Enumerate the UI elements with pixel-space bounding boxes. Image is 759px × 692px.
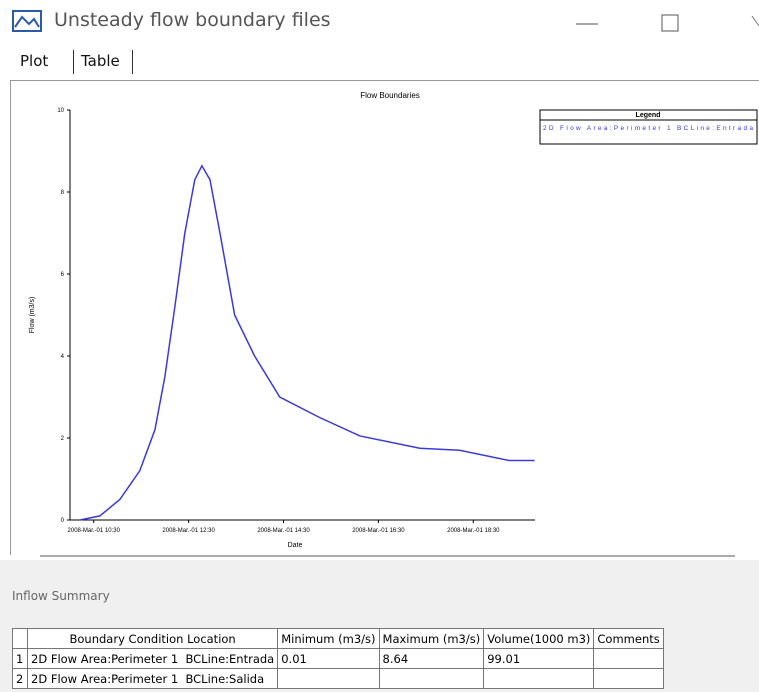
table-cell xyxy=(483,668,595,689)
y-tick-label: 4 xyxy=(61,354,65,360)
table-cell: 2D Flow Area:Perimeter 1 BCLine:Salida xyxy=(26,668,279,689)
chart: Flow Boundaries Flow (m3/s) Date 0 2 4 6 8 10 200… xyxy=(29,91,758,557)
header-blank xyxy=(12,628,28,649)
flow-line xyxy=(79,164,535,521)
y-tick-label: 8 xyxy=(61,190,65,196)
table-cell: 0.01 xyxy=(277,648,380,669)
legend-title: Legend xyxy=(636,112,661,119)
tab-plot[interactable]: Plot xyxy=(20,52,49,70)
legend-box xyxy=(539,109,758,145)
y-tick-label: 2 xyxy=(61,436,65,442)
table-cell: 8.64 xyxy=(378,648,485,669)
column-header: Comments xyxy=(593,628,664,649)
chart-title: Flow Boundaries xyxy=(360,91,420,100)
x-tick-label: 2008-Mar.-01 10:30 xyxy=(68,528,121,534)
summary-table: Boundary Condition Location Minimum (m3/s… xyxy=(12,628,664,689)
x-axis-label: Date xyxy=(288,542,303,549)
window-title: Unsteady flow boundary files xyxy=(54,9,331,31)
y-tick-label: 0 xyxy=(61,518,65,524)
column-header: Maximum (m3/s) xyxy=(378,628,485,649)
tab-separator xyxy=(132,50,133,74)
x-tick-label: 2008-Mar.-01 16:30 xyxy=(352,528,405,534)
column-header: Minimum (m3/s) xyxy=(277,628,380,649)
table-row: 2 2D Flow Area:Perimeter 1 BCLine:Salida xyxy=(12,668,664,689)
tab-table[interactable]: Table xyxy=(81,52,120,70)
column-header: Boundary Condition Location xyxy=(26,628,279,649)
table-cell xyxy=(593,648,664,669)
row-number: 2 xyxy=(12,668,28,689)
table-cell xyxy=(378,668,485,689)
x-tick-label: 2008-Mar.-01 12:30 xyxy=(162,528,215,534)
column-header: Volume(1000 m3) xyxy=(483,628,595,649)
summary-title: Inflow Summary xyxy=(12,589,110,603)
row-number: 1 xyxy=(12,648,28,669)
y-tick-label: 6 xyxy=(61,272,65,278)
table-cell xyxy=(277,668,380,689)
x-tick-label: 2008-Mar.-01 18:30 xyxy=(447,528,500,534)
plot-panel xyxy=(10,80,759,555)
y-tick-label: 10 xyxy=(57,108,64,114)
title-bar: Unsteady flow boundary files xyxy=(0,0,759,42)
window-controls[interactable] xyxy=(570,12,759,36)
y-axis-label: Flow (m3/s) xyxy=(29,297,36,334)
legend-entry: 2D Flow Area:Perimeter 1 BCLine:Entrada xyxy=(543,125,753,132)
x-tick-label: 2008-Mar.-01 14:30 xyxy=(257,528,310,534)
table-row: 1 2D Flow Area:Perimeter 1 BCLine:Entrada… xyxy=(12,648,664,669)
window-icon xyxy=(12,10,42,32)
table-cell xyxy=(593,668,664,689)
table-cell: 2D Flow Area:Perimeter 1 BCLine:Entrada xyxy=(26,648,279,669)
table-cell: 99.01 xyxy=(483,648,595,669)
tab-separator xyxy=(73,50,74,74)
